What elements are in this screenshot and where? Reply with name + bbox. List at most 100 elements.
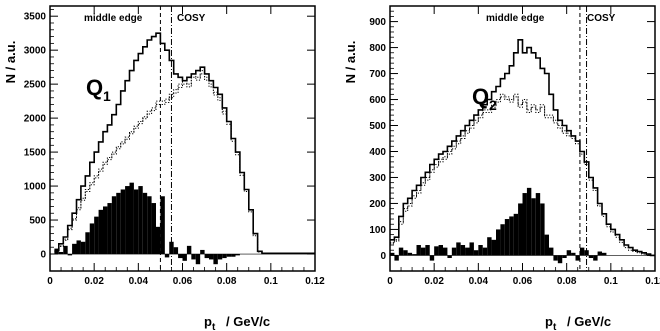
y-tick-label: 300 <box>369 173 386 184</box>
filled-bar <box>120 189 126 255</box>
filled-bar <box>425 245 430 256</box>
filled-bar <box>434 246 439 256</box>
filled-bar <box>94 216 99 255</box>
filled-bar <box>491 239 496 256</box>
filled-bar <box>72 243 77 255</box>
filled-bar <box>535 193 541 256</box>
filled-bar <box>562 255 567 259</box>
filled-bar <box>531 198 536 256</box>
y-tick-label: 500 <box>29 216 46 227</box>
y-tick-label: 0 <box>40 250 46 261</box>
filled-bar <box>438 245 443 256</box>
filled-bar <box>67 254 73 256</box>
filled-bar <box>85 232 90 255</box>
filled-bar <box>116 192 121 255</box>
y-tick-label: 2500 <box>24 80 47 91</box>
dotted-histogram-line <box>390 96 655 256</box>
filled-bar <box>204 254 209 259</box>
y-tick-label: 100 <box>369 225 386 236</box>
filled-bar <box>469 242 474 256</box>
panel-left: 0 0.02 0.04 0.06 0.08 0.1 0.12 0 500 1000 1500 2000… <box>3 5 325 331</box>
x-tick-label: 0.12 <box>305 276 325 287</box>
svg-text:Q: Q <box>86 75 103 100</box>
y-tick-label: 2000 <box>24 114 47 125</box>
y-tick-label: 900 <box>369 17 386 28</box>
filled-bar <box>156 226 161 255</box>
filled-bar <box>403 250 408 256</box>
filled-bar <box>443 247 448 256</box>
y-tick-label: 1500 <box>24 148 47 159</box>
svg-text:/ GeV/c: / GeV/c <box>226 314 270 329</box>
filled-bar <box>173 247 179 255</box>
x-tick-label: 0 <box>387 276 393 287</box>
x-tick-label: 0.08 <box>557 276 577 287</box>
filled-bar <box>169 241 174 255</box>
filled-bar <box>231 254 236 257</box>
filled-bar <box>195 254 201 265</box>
filled-bar <box>107 203 112 255</box>
filled-bar <box>394 255 399 261</box>
filled-bar <box>416 245 421 256</box>
filled-bar <box>460 245 466 256</box>
filled-bar <box>182 254 187 261</box>
annotation-cosy: COSY <box>177 13 206 24</box>
filled-bar <box>447 255 452 259</box>
filled-bar <box>213 254 218 265</box>
ticks-layer: 0 0.02 0.04 0.06 0.08 0.1 0.12 0 500 1000 1500 2000… <box>24 6 325 287</box>
x-tick-label: 0.1 <box>264 276 278 287</box>
filled-bar <box>540 203 545 256</box>
filled-bar <box>191 254 196 260</box>
filled-bar <box>98 209 103 255</box>
filled-bar <box>125 186 130 255</box>
svg-text:t: t <box>212 322 216 331</box>
dotted-histogram-line <box>54 73 315 254</box>
svg-text:/ GeV/c: / GeV/c <box>567 314 611 329</box>
filled-bar <box>58 251 64 255</box>
filled-bar <box>557 255 563 264</box>
y-tick-label: 800 <box>369 43 386 54</box>
y-tick-label: 600 <box>369 95 386 106</box>
filled-bar <box>160 196 165 255</box>
y-tick-label: 3500 <box>24 12 47 23</box>
filled-bar <box>602 252 607 256</box>
filled-bar <box>407 252 413 256</box>
panel-label-q2: Q 2 <box>472 84 497 113</box>
filled-bar <box>398 247 404 256</box>
series-layer <box>50 32 315 265</box>
annotation-middle-edge: middle edge <box>84 13 143 24</box>
solid-histogram-line <box>54 32 315 255</box>
y-tick-label: 700 <box>369 69 386 80</box>
filled-bar <box>571 252 576 256</box>
filled-bar <box>142 192 148 255</box>
filled-bar <box>80 241 86 255</box>
x-tick-label: 0.04 <box>129 276 149 287</box>
filled-bar <box>588 255 594 259</box>
filled-bar <box>226 254 232 257</box>
filled-bar <box>129 182 134 255</box>
filled-bar <box>487 237 492 256</box>
x-tick-label: 0.08 <box>217 276 237 287</box>
filled-bar <box>500 224 505 256</box>
y-tick-label: 3000 <box>24 46 47 57</box>
annotation-middle-edge: middle edge <box>486 13 545 24</box>
y-tick-label: 1000 <box>24 182 47 193</box>
filled-bar <box>103 206 108 255</box>
filled-bar <box>186 245 192 255</box>
series-layer <box>390 39 655 264</box>
y-tick-label: 400 <box>369 147 386 158</box>
filled-bar <box>575 255 580 261</box>
filled-bar <box>429 255 435 261</box>
dotted-histogram-line <box>54 70 315 254</box>
filled-bar <box>63 245 68 255</box>
filled-bar <box>465 247 470 256</box>
filled-bar <box>473 250 479 256</box>
svg-text:Q: Q <box>472 84 489 109</box>
filled-bar <box>593 255 598 261</box>
filled-bar <box>200 249 205 255</box>
filled-bar <box>217 254 223 260</box>
svg-text:p: p <box>545 314 553 329</box>
filled-bar <box>164 254 170 258</box>
annotation-cosy: COSY <box>587 13 616 24</box>
filled-bar <box>390 252 395 256</box>
